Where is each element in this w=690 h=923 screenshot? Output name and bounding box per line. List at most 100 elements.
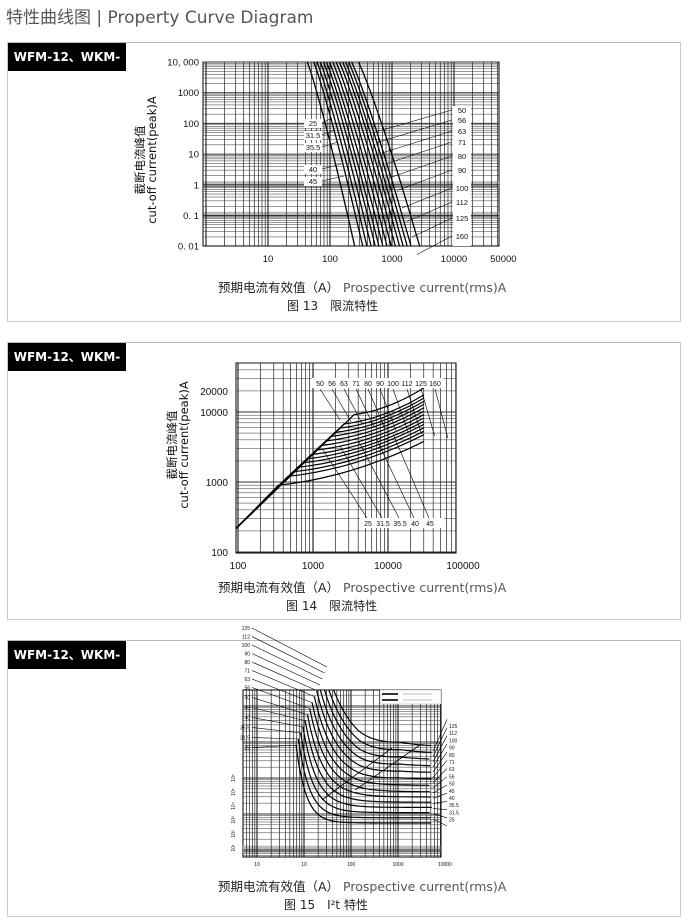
curve-35.5A: [236, 430, 425, 530]
leader-line: [432, 735, 448, 762]
series-label: 50: [244, 696, 250, 702]
leader-line: [416, 235, 453, 255]
figure-caption: 图 13 限流特性: [287, 299, 379, 313]
leader-line: [251, 627, 328, 668]
leader-line: [371, 109, 453, 134]
plot-frame: [242, 689, 442, 858]
x-tick-label: 10000: [374, 561, 402, 572]
leader-line: [251, 697, 309, 716]
leader-line: [432, 784, 448, 794]
grid-band: [203, 181, 499, 188]
label-bg: [304, 131, 322, 140]
leader-line: [432, 760, 448, 778]
figure-caption: 图 14 限流特性: [286, 599, 378, 613]
leader-line: [367, 388, 386, 429]
leader-line: [251, 717, 304, 728]
curve-160A: [357, 62, 421, 246]
series-label: 25: [449, 818, 455, 824]
series-label: 112: [401, 381, 412, 388]
y-tick-label: 1: [194, 180, 199, 191]
product-tab: WFM-12、WKM-12: [8, 43, 126, 92]
leader-line: [321, 163, 342, 170]
leader-line: [251, 727, 302, 734]
curve-i2t: [319, 690, 430, 767]
series-label: 50: [458, 106, 466, 115]
leader-line: [432, 752, 448, 773]
series-label: 35.5: [306, 143, 321, 152]
series-label: 63: [244, 677, 250, 683]
leader-line: [251, 670, 316, 698]
x-title-en: Prospective current(rms)A: [343, 879, 507, 894]
series-label: 125: [415, 381, 427, 388]
series-label: 80: [458, 152, 466, 161]
curve-90A: [236, 403, 425, 530]
label-bg: [312, 378, 443, 388]
series-label: 100: [387, 381, 399, 388]
curve-i2t: [297, 738, 431, 819]
x-title-en: Prospective current(rms)A: [343, 280, 507, 295]
curve-40A: [236, 427, 425, 530]
series-label: 25: [244, 746, 250, 752]
leader-line: [354, 744, 421, 791]
x-axis-title: 预期电流有效值（A） Prospective current(rms)A: [218, 277, 506, 296]
page-title: 特性曲线图 | Property Curve Diagram: [6, 8, 314, 28]
x-axis-title: 预期电流有效值（A） Prospective current(rms)A: [218, 876, 506, 895]
y-title-en: cut-off current(peak)A: [177, 381, 191, 509]
leader-line: [432, 792, 448, 799]
curve-100A: [236, 400, 425, 530]
series-label: 45: [426, 521, 434, 528]
y-tick-label: 0. 1: [183, 211, 199, 222]
leader-line: [343, 388, 363, 425]
series-label: 31.5: [240, 736, 250, 742]
leader-line: [432, 818, 448, 827]
y-tick-label: 10⁴: [231, 802, 237, 810]
curve-56A: [328, 62, 384, 246]
series-label: 56: [328, 381, 336, 388]
curve-80A: [338, 62, 397, 246]
x-tick-label: 10000: [441, 254, 467, 265]
series-label: 90: [376, 381, 384, 388]
curve-160A: [236, 387, 425, 530]
series-label: 71: [244, 669, 250, 675]
y-tick-label: 10, 000: [167, 58, 199, 69]
x-tick-label: 10: [263, 254, 274, 265]
y-tick-label: 10⁶: [231, 774, 237, 782]
leader-line: [358, 441, 400, 519]
leader-line: [432, 743, 448, 768]
y-axis-title: 截断电流峰值 cut-off current(peak)A: [165, 375, 191, 515]
series-label: 80: [244, 660, 250, 666]
curve-63A: [236, 414, 425, 530]
series-label: 35.5: [449, 803, 459, 809]
label-bg: [360, 518, 444, 528]
series-label: 25: [364, 521, 372, 528]
leader-line: [401, 187, 453, 209]
leader-line: [432, 719, 448, 752]
curve-35.5A: [316, 62, 368, 246]
y-title-en: cut-off current(peak)A: [145, 96, 159, 224]
y-tick-label: 100: [183, 119, 199, 130]
curve-i2t: [323, 690, 430, 760]
x-title-en: Prospective current(rms)A: [343, 580, 507, 595]
curve-50A: [236, 420, 425, 530]
curve-112A: [347, 62, 408, 246]
leader-line: [355, 388, 374, 427]
label-bg: [304, 165, 322, 174]
series-label: 90: [458, 166, 466, 175]
series-label: 90: [244, 652, 250, 658]
series-label: 63: [458, 127, 466, 136]
figure-caption: 图 15 I²t 特性: [284, 898, 368, 912]
series-label: 71: [458, 138, 466, 147]
curve-56A: [236, 417, 425, 530]
curve-i2t: [306, 714, 431, 798]
series-label: 50: [316, 381, 324, 388]
label-bg: [304, 119, 322, 128]
series-label: 71: [449, 760, 455, 766]
x-title-cn: 预期电流有效值（A）: [218, 280, 340, 295]
leader-line: [391, 155, 453, 178]
leader-line: [251, 707, 307, 722]
series-label: 80: [449, 753, 455, 759]
leader-line: [251, 653, 321, 686]
series-label: 112: [449, 731, 457, 737]
label-bg: [304, 143, 322, 152]
series-label: 31.5: [376, 521, 390, 528]
